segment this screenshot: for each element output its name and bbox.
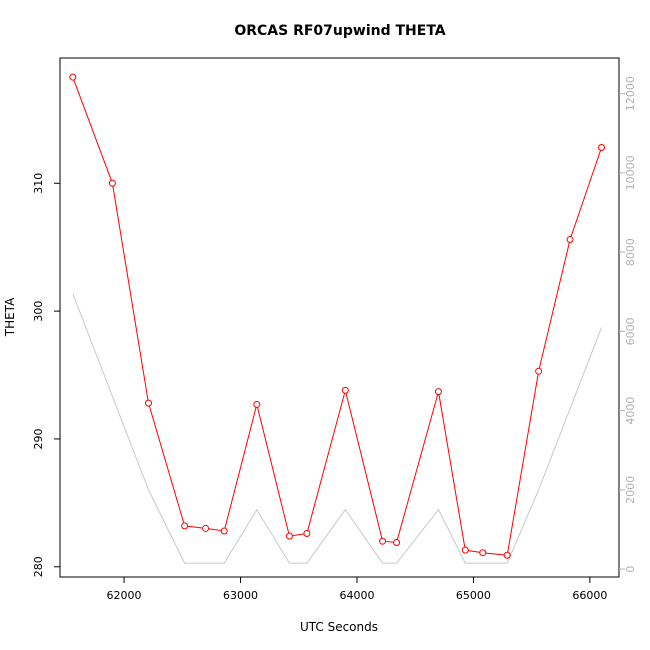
y-axis-left: 280 290 300 310 xyxy=(32,173,60,577)
chart-title: ORCAS RF07upwind THETA xyxy=(234,23,445,39)
theta-point xyxy=(598,143,606,151)
altitude-series-line xyxy=(72,293,602,564)
theta-point xyxy=(341,386,349,394)
x-tick-label: 64000 xyxy=(339,589,374,602)
theta-point xyxy=(181,522,189,530)
y2-tick-label: 0 xyxy=(624,566,637,573)
x-tick-label: 63000 xyxy=(223,589,258,602)
y2-tick-label: 4000 xyxy=(624,397,637,425)
y2-tick-label: 10000 xyxy=(624,155,637,190)
theta-point xyxy=(379,537,387,545)
x-tick-label: 66000 xyxy=(572,589,607,602)
y-axis-right: 0 2000 4000 6000 8000 10000 12000 xyxy=(619,76,637,573)
y-axis-label: THETA xyxy=(3,297,17,337)
y-tick-label: 300 xyxy=(32,301,45,322)
theta-point xyxy=(503,551,511,559)
y-tick-label: 290 xyxy=(32,428,45,449)
theta-point xyxy=(479,549,487,557)
theta-point xyxy=(535,367,543,375)
theta-point xyxy=(145,399,153,407)
plot-frame xyxy=(59,57,620,578)
theta-point xyxy=(566,236,574,244)
y-tick-label: 310 xyxy=(32,173,45,194)
theta-point xyxy=(461,546,469,554)
theta-point xyxy=(434,388,442,396)
x-tick-label: 65000 xyxy=(456,589,491,602)
y2-tick-label: 8000 xyxy=(624,238,637,266)
x-tick-label: 62000 xyxy=(107,589,142,602)
series-layer xyxy=(69,73,606,564)
theta-point xyxy=(69,73,77,81)
y-tick-label: 280 xyxy=(32,556,45,577)
theta-point xyxy=(285,532,293,540)
theta-point xyxy=(393,538,401,546)
theta-point xyxy=(220,527,228,535)
theta-point xyxy=(303,530,311,538)
x-axis: 62000 63000 64000 65000 66000 xyxy=(107,577,607,602)
y2-tick-label: 2000 xyxy=(624,476,637,504)
theta-point xyxy=(202,524,210,532)
theta-point xyxy=(108,179,116,187)
y2-tick-label: 12000 xyxy=(624,76,637,111)
y2-tick-label: 6000 xyxy=(624,317,637,345)
x-axis-label: UTC Seconds xyxy=(300,620,378,634)
theta-point xyxy=(253,400,261,408)
